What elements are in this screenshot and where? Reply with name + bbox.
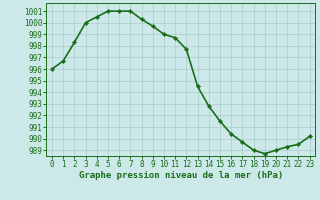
X-axis label: Graphe pression niveau de la mer (hPa): Graphe pression niveau de la mer (hPa) bbox=[79, 171, 283, 180]
